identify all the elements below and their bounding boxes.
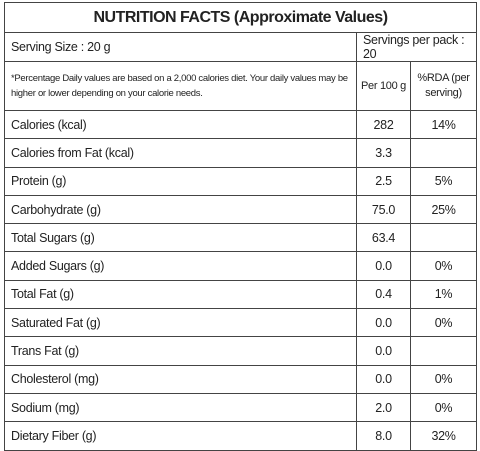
serving-row: Serving Size : 20 g Servings per pack : …: [4, 32, 478, 62]
nutrient-name: Total Sugars (g): [4, 223, 357, 253]
per-100g: 2.0: [356, 392, 411, 423]
nutrient-row: Dietary Fiber (g) 8.0 32%: [4, 421, 478, 451]
rda: 0%: [409, 251, 478, 281]
per-100g: 63.4: [356, 223, 411, 253]
nutrient-name: Trans Fat (g): [4, 336, 357, 366]
per-100g: 3.3: [356, 138, 411, 168]
per-100g: 8.0: [356, 421, 411, 451]
rda: [409, 138, 478, 168]
nutrient-name: Added Sugars (g): [4, 251, 357, 281]
nutrient-name: Calories (kcal): [4, 109, 357, 140]
note: *Percentage Daily values are based on a …: [4, 61, 357, 111]
nutrient-row: Total Sugars (g) 63.4: [4, 223, 478, 253]
per-100g: 0.0: [356, 251, 411, 281]
rda: 0%: [409, 364, 478, 394]
nutrient-row: Cholesterol (mg) 0.0 0%: [4, 364, 478, 394]
nutrient-name: Calories from Fat (kcal): [4, 138, 357, 168]
rda: [409, 336, 478, 366]
nutrient-name: Saturated Fat (g): [4, 308, 357, 338]
rda: 32%: [409, 421, 478, 451]
nutrient-name: Cholesterol (mg): [4, 364, 357, 394]
header-row: *Percentage Daily values are based on a …: [4, 61, 478, 111]
nutrient-row: Sodium (mg) 2.0 0%: [4, 392, 478, 423]
rda: 0%: [409, 308, 478, 338]
rda: 0%: [409, 392, 478, 423]
rda: [409, 223, 478, 253]
per-100g: 0.4: [356, 279, 411, 310]
table-body: NUTRITION FACTS (Approximate Values) Ser…: [3, 2, 478, 451]
nutrient-name: Protein (g): [4, 166, 357, 196]
title-row: NUTRITION FACTS (Approximate Values): [3, 2, 478, 33]
per-100g: 0.0: [356, 336, 411, 366]
nutrient-row: Protein (g) 2.5 5%: [4, 166, 478, 196]
nutrient-row: Calories (kcal) 282 14%: [4, 109, 478, 140]
column-header: %RDA (per serving): [409, 61, 478, 111]
nutrient-row: Added Sugars (g) 0.0 0%: [4, 251, 478, 281]
column-header: Per 100 g: [356, 61, 411, 111]
per-100g: 282: [356, 109, 411, 140]
nutrition-table: NUTRITION FACTS (Approximate Values) Ser…: [3, 2, 478, 451]
per-100g: 0.0: [356, 364, 411, 394]
nutrient-name: Total Fat (g): [4, 279, 357, 310]
serving-size: Serving Size : 20 g: [4, 32, 357, 62]
per-100g: 2.5: [356, 166, 411, 196]
nutrient-name: Carbohydrate (g): [4, 194, 357, 225]
nutrient-row: Total Fat (g) 0.4 1%: [4, 279, 478, 310]
rda: 5%: [409, 166, 478, 196]
per-100g: 75.0: [356, 194, 411, 225]
nutrient-name: Sodium (mg): [4, 392, 357, 423]
nutrient-row: Carbohydrate (g) 75.0 25%: [4, 194, 478, 225]
nutrient-row: Saturated Fat (g) 0.0 0%: [4, 308, 478, 338]
nutrient-row: Trans Fat (g) 0.0: [4, 336, 478, 366]
servings-per-pack: Servings per pack : 20: [355, 32, 478, 62]
rda: 1%: [409, 279, 478, 310]
rda: 25%: [409, 194, 478, 225]
title: NUTRITION FACTS (Approximate Values): [3, 2, 478, 33]
per-100g: 0.0: [356, 308, 411, 338]
nutrient-row: Calories from Fat (kcal) 3.3: [4, 138, 478, 168]
nutrient-name: Dietary Fiber (g): [4, 421, 357, 451]
rda: 14%: [409, 109, 478, 140]
